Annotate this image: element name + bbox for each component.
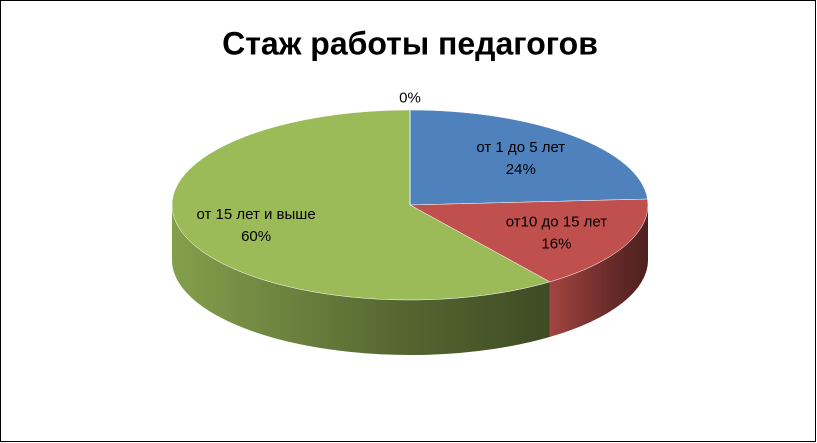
slice-category-label: от 1 до 5 лет — [476, 139, 565, 156]
slice-side-shade — [549, 205, 648, 337]
slice-category-label: от 15 лет и выше — [196, 206, 315, 223]
slice — [409, 198, 649, 283]
slice-value-label: 16% — [541, 235, 571, 252]
slice-category-label: от10 до 15 лет — [506, 213, 607, 230]
slice — [171, 109, 551, 301]
slice-value-label: 0% — [399, 90, 421, 107]
slice-value-label: 24% — [506, 161, 536, 178]
chart-title: Стаж работы педагогов — [222, 25, 598, 61]
slice — [409, 109, 648, 206]
slice-side-shade — [172, 205, 550, 356]
slice-value-label: 60% — [241, 228, 271, 245]
